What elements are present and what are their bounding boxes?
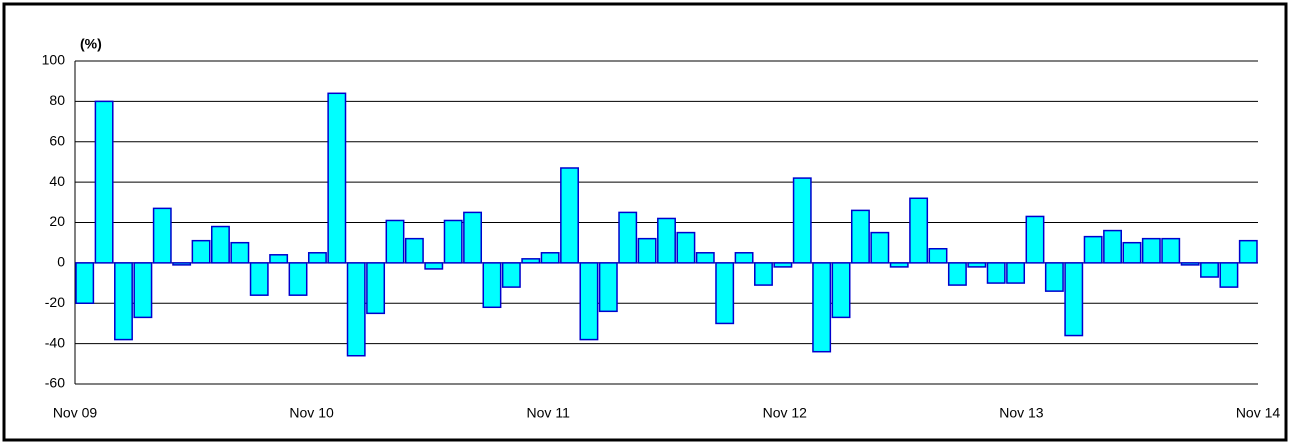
- bar: [695, 252, 715, 264]
- y-axis-label: (%): [80, 36, 102, 52]
- y-tick-label: -60: [45, 375, 65, 391]
- x-tick-label: Nov 09: [53, 405, 98, 421]
- bar: [1006, 262, 1026, 284]
- bar: [1161, 237, 1181, 264]
- bar: [211, 225, 230, 264]
- y-tick-label: 80: [49, 92, 65, 108]
- y-tick-label: 20: [49, 213, 65, 229]
- bar: [191, 239, 211, 264]
- bar: [889, 262, 909, 268]
- bar: [598, 262, 618, 313]
- bar: [1238, 239, 1258, 264]
- bar: [812, 262, 832, 353]
- bar: [114, 262, 133, 341]
- bar: [1200, 262, 1219, 278]
- y-tick-label: -40: [45, 334, 65, 350]
- bar: [715, 262, 735, 325]
- bar: [249, 262, 269, 296]
- bar: [1044, 262, 1064, 292]
- bar: [385, 219, 405, 264]
- bar: [734, 252, 754, 264]
- y-tick-label: 60: [49, 132, 65, 148]
- y-tick-label: 40: [49, 173, 65, 189]
- bar: [1025, 215, 1045, 264]
- bar: [521, 258, 541, 264]
- bar: [540, 252, 560, 264]
- bar: [288, 262, 308, 296]
- bar: [1122, 241, 1142, 264]
- bar: [947, 262, 967, 286]
- x-tick-label: Nov 10: [289, 405, 334, 421]
- bar: [327, 92, 347, 264]
- bar: [346, 262, 366, 357]
- bar: [986, 262, 1006, 284]
- x-tick-label: Nov 14: [1236, 405, 1281, 421]
- bar: [831, 262, 851, 319]
- x-tick-label: Nov 12: [763, 405, 808, 421]
- x-tick-label: Nov 11: [527, 405, 571, 421]
- bar: [1103, 229, 1122, 264]
- bar: [560, 167, 579, 264]
- bar: [657, 217, 676, 264]
- bar: [850, 209, 870, 264]
- bar: [1219, 262, 1239, 288]
- bar: [269, 254, 289, 264]
- bar: [172, 262, 192, 266]
- bar: [754, 262, 773, 286]
- bar: [792, 177, 812, 264]
- bar: [676, 231, 696, 264]
- bar: [307, 252, 327, 264]
- bar: [637, 237, 657, 264]
- bar: [230, 241, 250, 264]
- bar: [870, 231, 890, 264]
- bar: [1180, 262, 1200, 266]
- x-tick-label: Nov 13: [999, 405, 1044, 421]
- bar: [133, 262, 153, 319]
- bar: [482, 262, 502, 309]
- bar: [1064, 262, 1084, 337]
- y-tick-label: 100: [42, 52, 66, 68]
- bar: [94, 100, 114, 264]
- bar: [773, 262, 793, 268]
- bar: [366, 262, 386, 315]
- bar: [1083, 235, 1103, 264]
- bar: [424, 262, 444, 270]
- bar: [152, 207, 172, 264]
- bar: [579, 262, 599, 341]
- bar: [967, 262, 987, 268]
- y-tick-label: -20: [45, 294, 65, 310]
- bar: [928, 247, 948, 264]
- bar: [1141, 237, 1161, 264]
- bar: [909, 197, 929, 264]
- bar: [618, 211, 638, 264]
- bar: [463, 211, 483, 264]
- bar: [404, 237, 424, 264]
- bar: [75, 262, 95, 304]
- bar: [501, 262, 521, 288]
- bar: [443, 219, 463, 264]
- y-tick-label: 0: [57, 254, 65, 270]
